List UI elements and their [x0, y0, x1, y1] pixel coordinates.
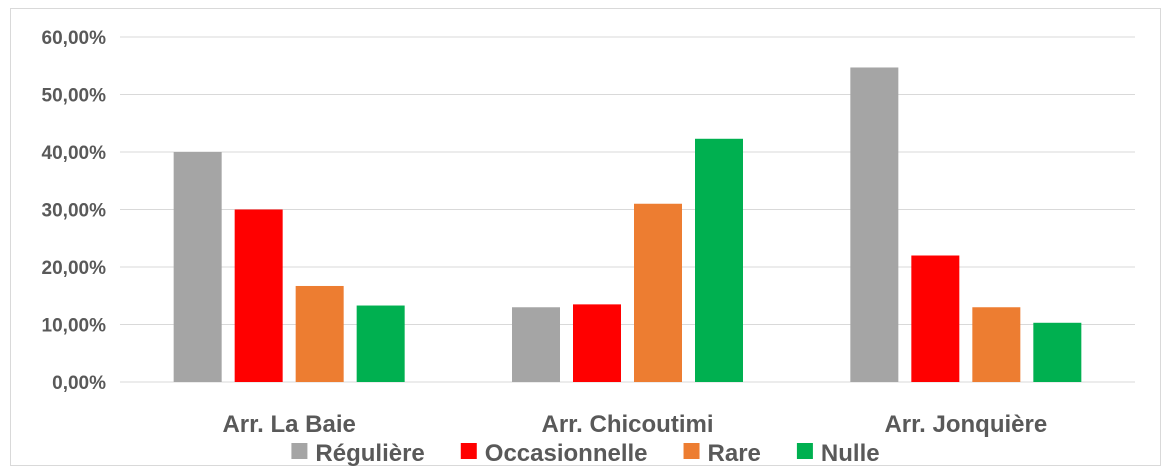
bar-nulle-0 [356, 305, 405, 382]
x-category-label: Arr. Chicoutimi [541, 411, 713, 438]
x-category-label: Arr. Jonquière [884, 411, 1047, 438]
y-tick-label: 20,00% [42, 258, 107, 279]
y-tick-label: 40,00% [42, 143, 107, 164]
bar-nulle-1 [695, 138, 743, 382]
bar-régulière-0 [173, 152, 222, 382]
legend-label: Régulière [315, 440, 424, 467]
x-category-label: Arr. La Baie [222, 411, 355, 438]
legend-label: Nulle [821, 440, 880, 467]
y-tick-label: 30,00% [42, 201, 107, 222]
y-tick-label: 0,00% [52, 373, 106, 394]
bar-rare-2 [972, 307, 1021, 382]
bar-rare-1 [634, 203, 682, 382]
legend-label: Rare [708, 440, 761, 467]
bar-occasionnelle-1 [573, 304, 621, 382]
y-tick-label: 60,00% [42, 28, 107, 49]
legend-label: Occasionnelle [485, 440, 648, 467]
legend-swatch [796, 443, 813, 459]
bar-occasionnelle-2 [911, 255, 960, 382]
legend-swatch [683, 443, 700, 459]
legend-swatch [291, 443, 308, 459]
bar-régulière-2 [850, 67, 899, 382]
y-tick-label: 50,00% [42, 86, 107, 107]
bar-régulière-1 [512, 307, 560, 382]
y-tick-label: 10,00% [42, 316, 107, 337]
bar-occasionnelle-0 [234, 209, 283, 382]
bar-rare-0 [295, 285, 344, 382]
legend-swatch [460, 443, 477, 459]
bar-nulle-2 [1033, 322, 1082, 382]
